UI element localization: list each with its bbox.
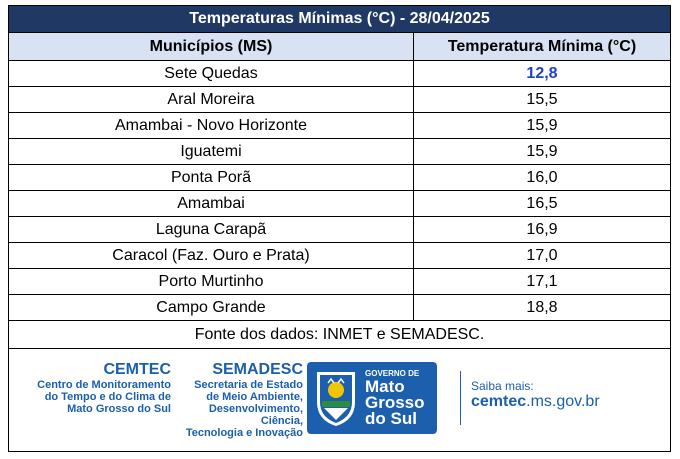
municipio-cell: Amambai - Novo Horizonte: [9, 112, 414, 139]
gov-label-big: Mato Grosso do Sul: [365, 377, 425, 428]
semadesc-logo: SEMADESC Secretaria de Estado de Meio Am…: [175, 361, 303, 439]
temperature-cell: 18,8: [413, 294, 670, 321]
table-row: Campo Grande 18,8: [9, 294, 670, 321]
table-row: Amambai - Novo Horizonte 15,9: [9, 112, 670, 139]
temperature-cell: 15,9: [413, 138, 670, 165]
temperature-cell: 17,1: [413, 268, 670, 295]
cemtec-desc-line: do Tempo e do Clima de: [44, 391, 171, 403]
table-row: Laguna Carapã 16,9: [9, 216, 670, 243]
website-link-rest: .ms.gov.br: [526, 393, 600, 410]
governo-ms-logo: GOVERNO DE Mato Grosso do Sul: [307, 362, 437, 434]
footer-logos: CEMTEC Centro de Monitoramento do Tempo …: [9, 349, 670, 451]
semadesc-name: SEMADESC: [212, 361, 303, 378]
cemtec-desc-line: Centro de Monitoramento: [37, 379, 171, 391]
column-header-temperatura: Temperatura Mínima (°C): [413, 33, 670, 61]
table-header-row: Municípios (MS) Temperatura Mínima (°C): [9, 33, 670, 61]
cemtec-desc-line: Mato Grosso do Sul: [67, 403, 171, 415]
municipio-cell: Campo Grande: [9, 294, 414, 321]
more-info-label: Saiba mais:: [471, 379, 534, 393]
website-link[interactable]: cemtec.ms.gov.br: [471, 393, 600, 411]
temperature-cell: 15,9: [413, 112, 670, 139]
table-row: Caracol (Faz. Ouro e Prata) 17,0: [9, 242, 670, 269]
state-crest-icon: [317, 372, 355, 426]
temperature-table: Municípios (MS) Temperatura Mínima (°C) …: [9, 33, 670, 321]
municipio-cell: Ponta Porã: [9, 164, 414, 191]
temperature-cell: 17,0: [413, 242, 670, 269]
municipio-cell: Sete Quedas: [9, 60, 414, 87]
website-link-bold: cemtec: [471, 393, 527, 410]
temperature-cell: 15,5: [413, 86, 670, 113]
more-info: Saiba mais: cemtec.ms.gov.br: [471, 379, 600, 411]
table-row: Amambai 16,5: [9, 190, 670, 217]
report-frame: Temperaturas Mínimas (°C) - 28/04/2025 M…: [8, 5, 671, 452]
municipio-cell: Caracol (Faz. Ouro e Prata): [9, 242, 414, 269]
temperature-cell-minimum: 12,8: [413, 60, 670, 87]
cemtec-name: CEMTEC: [103, 361, 171, 378]
column-header-municipios: Municípios (MS): [9, 33, 414, 61]
municipio-cell: Iguatemi: [9, 138, 414, 165]
table-row: Aral Moreira 15,5: [9, 86, 670, 113]
table-row: Ponta Porã 16,0: [9, 164, 670, 191]
semadesc-desc-line: Secretaria de Estado: [194, 379, 303, 391]
municipio-cell: Porto Murtinho: [9, 268, 414, 295]
semadesc-desc-line: de Meio Ambiente,: [206, 391, 303, 403]
table-row: Porto Murtinho 17,1: [9, 268, 670, 295]
cemtec-logo: CEMTEC Centro de Monitoramento do Tempo …: [31, 361, 171, 415]
temperature-cell: 16,0: [413, 164, 670, 191]
gov-label-line: do Sul: [365, 409, 417, 428]
gov-label-small: GOVERNO DE: [365, 369, 420, 378]
footer-divider: [460, 371, 461, 425]
temperature-cell: 16,9: [413, 216, 670, 243]
table-row: Sete Quedas 12,8: [9, 60, 670, 87]
gov-label-line: Mato: [365, 377, 405, 396]
municipio-cell: Aral Moreira: [9, 86, 414, 113]
temperature-cell: 16,5: [413, 190, 670, 217]
report-title: Temperaturas Mínimas (°C) - 28/04/2025: [9, 6, 670, 33]
semadesc-desc-line: Desenvolvimento, Ciência,: [208, 403, 303, 427]
gov-label-line: Grosso: [365, 393, 425, 412]
municipio-cell: Amambai: [9, 190, 414, 217]
municipio-cell: Laguna Carapã: [9, 216, 414, 243]
semadesc-desc-line: Tecnologia e Inovação: [185, 427, 303, 439]
data-source-note: Fonte dos dados: INMET e SEMADESC.: [9, 322, 670, 349]
table-row: Iguatemi 15,9: [9, 138, 670, 165]
